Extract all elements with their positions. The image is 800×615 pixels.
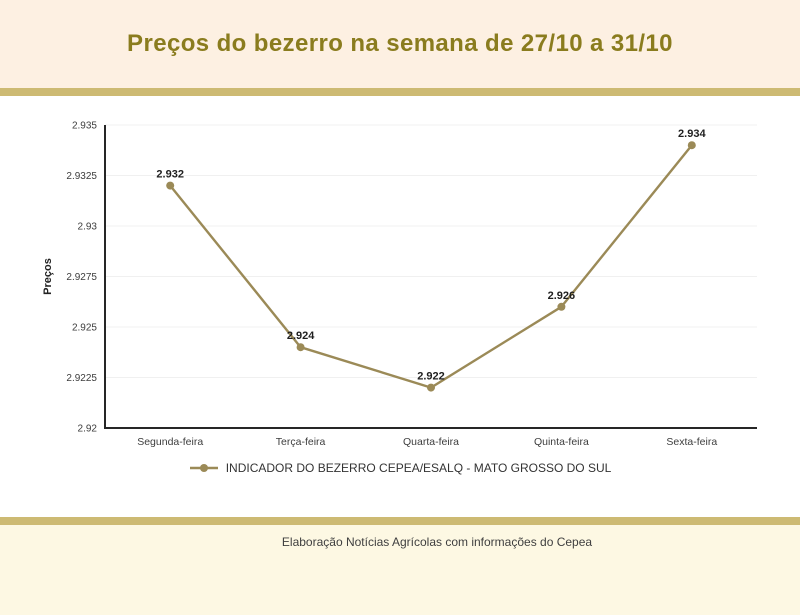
- data-point-label: 2.924: [287, 330, 315, 342]
- data-point-label: 2.926: [548, 290, 576, 302]
- x-category-label: Segunda-feira: [137, 436, 203, 448]
- x-category-label: Quarta-feira: [403, 436, 459, 448]
- y-tick-label: 2.93: [78, 222, 98, 233]
- data-point-marker: [557, 302, 566, 311]
- divider-bar-bottom: [0, 517, 800, 525]
- legend: INDICADOR DO BEZERRO CEPEA/ESALQ - MATO …: [0, 461, 800, 475]
- legend-marker-icon: [189, 464, 218, 472]
- series-line: [169, 144, 693, 389]
- legend-dot: [199, 464, 208, 472]
- data-point-label: 2.932: [156, 169, 184, 181]
- price-line-chart: 2.92 2.9225 2.925 2.9275 2.93 2.9325 2.935 Segu…: [42, 121, 757, 448]
- y-tick-label: 2.9275: [66, 272, 97, 283]
- x-category-label: Sexta-feira: [666, 436, 717, 448]
- header-band: Preços do bezerro na semana de 27/10 a 3…: [0, 0, 800, 88]
- x-category-label: Terça-feira: [276, 436, 326, 448]
- data-point-marker: [687, 141, 696, 150]
- divider-bar-top: [0, 88, 800, 96]
- y-axis-title: Preços: [42, 258, 54, 295]
- data-point-label: 2.922: [417, 371, 445, 383]
- y-tick-label: 2.92: [78, 424, 98, 435]
- data-point-marker: [427, 383, 435, 392]
- data-point-marker: [296, 343, 305, 352]
- y-tick-label: 2.925: [72, 323, 97, 334]
- x-category-label: Quinta-feira: [534, 436, 589, 448]
- footer-credit: Elaboração Notícias Agrícolas com inform…: [281, 535, 593, 549]
- data-point-marker: [166, 181, 175, 190]
- y-tick-label: 2.935: [72, 121, 97, 132]
- footer-band: Elaboração Notícias Agrícolas com inform…: [0, 525, 800, 615]
- y-tick-label: 2.9325: [66, 171, 97, 182]
- data-point-label: 2.934: [678, 128, 706, 140]
- legend-label: INDICADOR DO BEZERRO CEPEA/ESALQ - MATO …: [225, 461, 612, 475]
- y-tick-label: 2.9225: [66, 373, 97, 384]
- chart-region: 2.92 2.9225 2.925 2.9275 2.93 2.9325 2.935 Segu…: [0, 96, 800, 517]
- page-title: Preços do bezerro na semana de 27/10 a 3…: [127, 30, 673, 57]
